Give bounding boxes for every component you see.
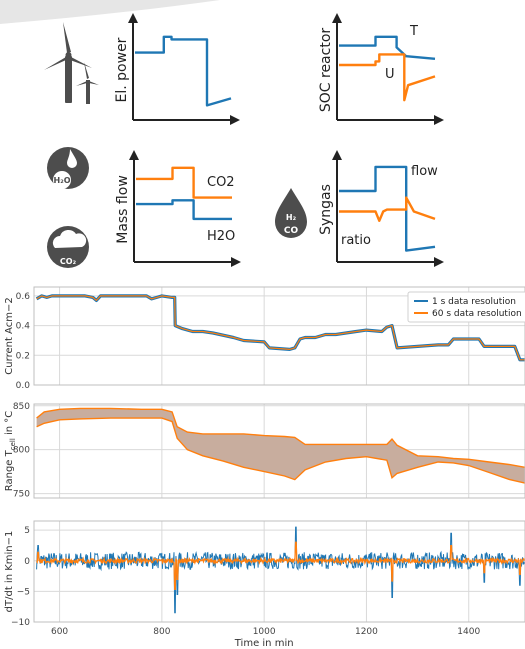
x-tick-label: 1000 bbox=[253, 627, 276, 637]
water-drop-icon: H₂O bbox=[47, 147, 89, 189]
co2-cloud-icon: CO₂ bbox=[47, 226, 89, 268]
x-axis-arrow-icon bbox=[230, 115, 240, 125]
svg-text:CO: CO bbox=[284, 226, 299, 236]
y-axis-arrow-icon bbox=[332, 150, 342, 160]
schematic-curve-label: U bbox=[385, 67, 395, 82]
schematic-series-line bbox=[136, 166, 232, 199]
schematic-curve-label: flow bbox=[411, 164, 438, 179]
y-tick-label: 5 bbox=[24, 526, 30, 536]
schematic-y-label: El. power bbox=[114, 37, 130, 102]
legend: 1 s data resolution 60 s data resolution bbox=[407, 291, 525, 323]
x-axis-arrow-icon bbox=[434, 257, 444, 267]
schematic-series-line bbox=[339, 165, 436, 252]
y-axis-arrow-icon bbox=[128, 13, 138, 23]
y-axis-label: Range Tcell in °C bbox=[4, 411, 17, 492]
legend-entry: 60 s data resolution bbox=[432, 309, 522, 319]
wind-turbine-icon bbox=[44, 22, 99, 104]
legend-box bbox=[407, 291, 525, 323]
svg-text:H₂O: H₂O bbox=[54, 176, 71, 185]
y-tick-label: 0.2 bbox=[16, 351, 30, 361]
y-tick-label: −10 bbox=[11, 618, 30, 628]
y-tick-label: 0.0 bbox=[16, 381, 31, 391]
schematic-curve-label: H2O bbox=[207, 229, 235, 244]
y-axis-arrow-icon bbox=[332, 13, 342, 23]
plot-frame bbox=[33, 286, 525, 386]
schematic-soc-reactor: SOC reactor T U bbox=[318, 13, 444, 125]
x-tick-label: 1400 bbox=[457, 627, 480, 637]
plot-frame bbox=[33, 520, 525, 623]
schematic-el-power: El. power bbox=[114, 13, 240, 125]
y-tick-label: −5 bbox=[17, 587, 30, 597]
schematic-series-line bbox=[339, 196, 436, 223]
svg-text:CO₂: CO₂ bbox=[60, 257, 77, 266]
series-line bbox=[36, 541, 525, 591]
syngas-drop-icon: H₂ CO bbox=[275, 188, 307, 238]
legend-entry: 1 s data resolution bbox=[432, 297, 516, 307]
schematic-series-line bbox=[135, 35, 232, 107]
y-axis-arrow-icon bbox=[129, 150, 139, 160]
schematic-mass-flow: Mass flow CO2 H2O bbox=[115, 150, 241, 267]
x-tick-label: 600 bbox=[51, 627, 68, 637]
schematic-syngas: Syngas flow ratio bbox=[318, 150, 444, 267]
x-tick-label: 800 bbox=[153, 627, 170, 637]
schematic-series-line bbox=[339, 53, 436, 102]
y-tick-label: 0 bbox=[24, 557, 30, 567]
y-tick-label: 850 bbox=[13, 402, 30, 412]
schematic-curve-label: T bbox=[409, 24, 418, 39]
y-axis-label: Current Acm−2 bbox=[4, 297, 15, 374]
series-line bbox=[36, 295, 525, 361]
x-axis-label: Time in min bbox=[234, 638, 294, 649]
plot-area bbox=[34, 521, 525, 622]
range-upper-line bbox=[36, 407, 525, 468]
y-axis-label: dT/dt in Kmin−1 bbox=[4, 531, 15, 613]
range-lower-line bbox=[36, 417, 525, 484]
y-tick-label: 0.6 bbox=[16, 292, 31, 302]
chart-temperature-rate: −10 −5 0 5 dT/dt in Kmin−1 600 800 1000 1200 1400… bbox=[4, 520, 525, 649]
temperature-range-band bbox=[36, 408, 525, 484]
plot-frame bbox=[33, 403, 525, 499]
y-tick-label: 750 bbox=[13, 490, 30, 500]
y-tick-label: 0.4 bbox=[16, 322, 31, 332]
y-tick-label: 800 bbox=[13, 446, 30, 456]
svg-text:H₂: H₂ bbox=[286, 213, 297, 222]
schematic-curve-label: ratio bbox=[341, 233, 371, 248]
x-axis-arrow-icon bbox=[231, 257, 241, 267]
schematic-series-line bbox=[339, 35, 436, 60]
schematic-series-line bbox=[136, 199, 232, 221]
schematic-curve-label: CO2 bbox=[207, 175, 235, 190]
x-tick-label: 1200 bbox=[355, 627, 378, 637]
x-axis-arrow-icon bbox=[434, 115, 444, 125]
decorative-swoosh bbox=[0, 0, 220, 24]
schematic-y-label: SOC reactor bbox=[318, 28, 334, 113]
schematic-y-label: Syngas bbox=[318, 184, 334, 235]
schematic-y-label: Mass flow bbox=[115, 175, 131, 244]
